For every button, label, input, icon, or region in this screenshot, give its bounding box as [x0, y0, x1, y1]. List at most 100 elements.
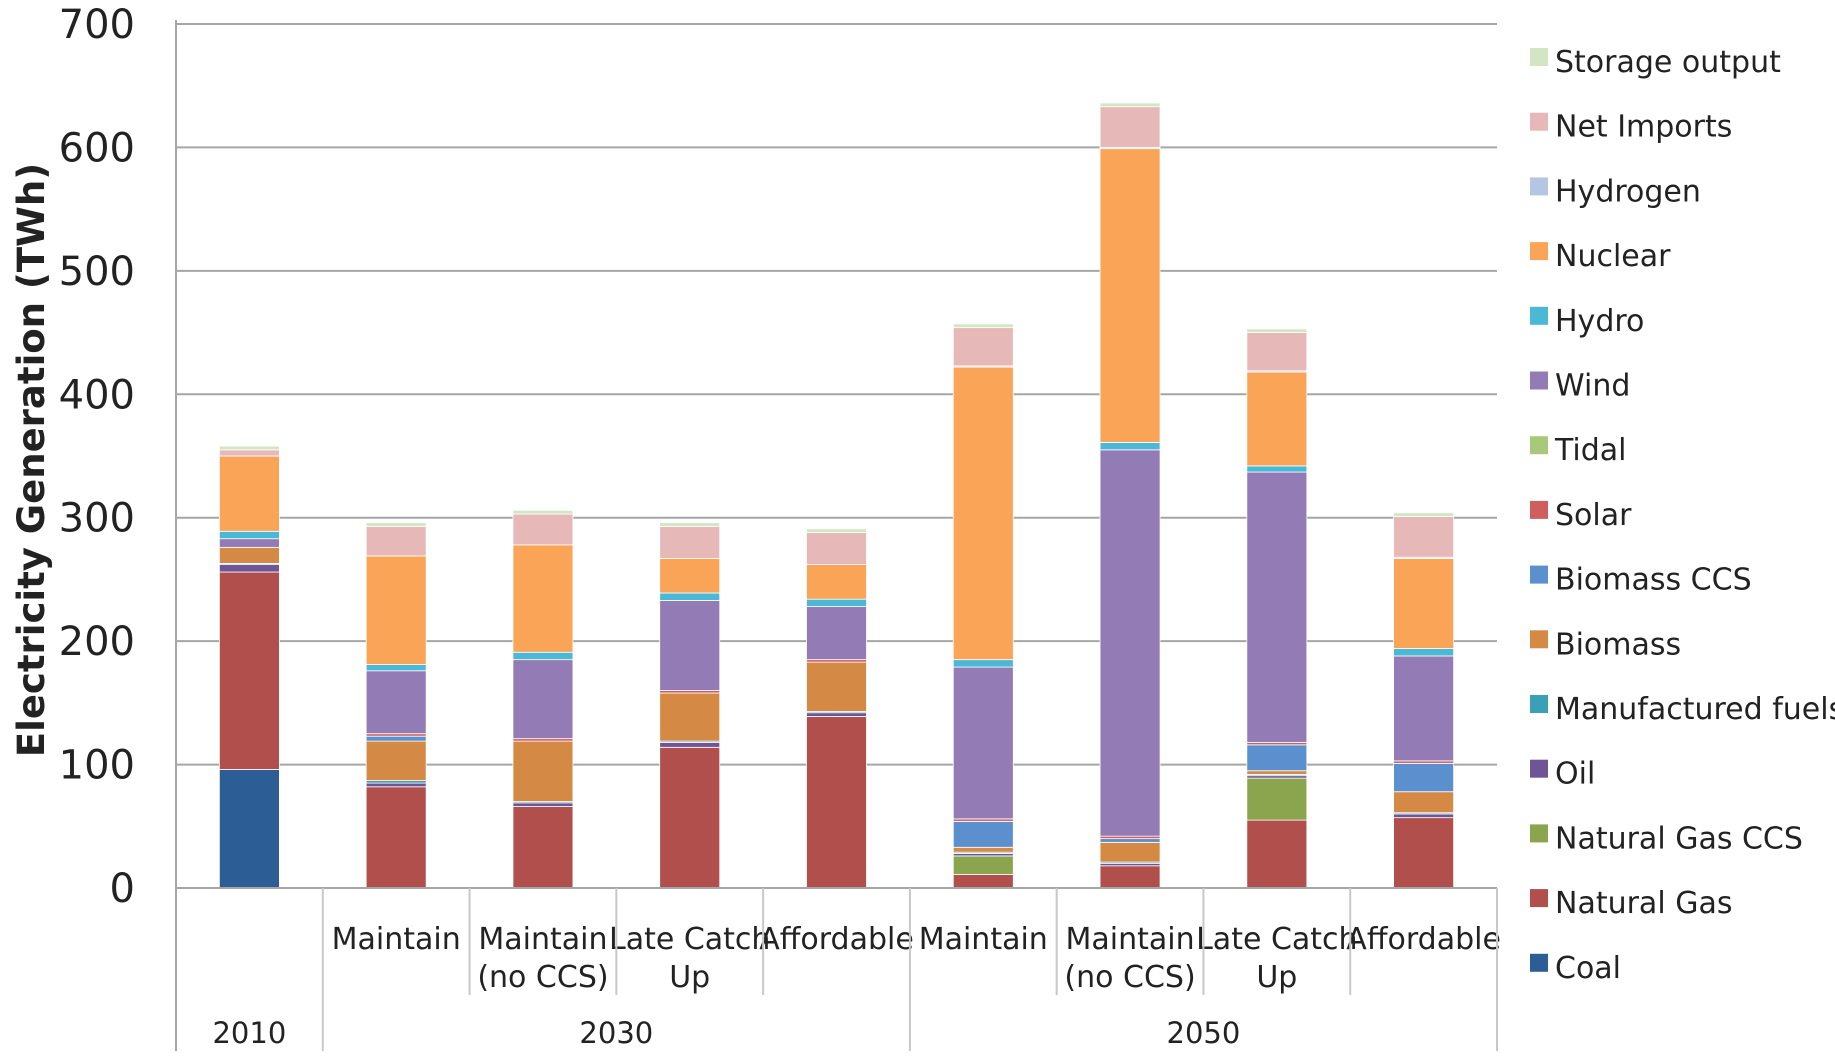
legend-swatch — [1530, 630, 1548, 649]
bar-segment — [1393, 762, 1455, 793]
bars — [218, 102, 1455, 889]
legend-label: Coal — [1555, 951, 1621, 986]
x-group-label: 2010 — [212, 1016, 286, 1050]
bar-segment — [1393, 817, 1455, 889]
bar-segment — [512, 544, 574, 653]
x-category-label: Maintain — [919, 922, 1048, 957]
bar-segment — [1393, 648, 1455, 657]
bar-segment — [1246, 332, 1308, 372]
bar-segment — [1393, 516, 1455, 558]
bar-segment — [1099, 841, 1161, 863]
bar-segment — [952, 659, 1014, 668]
bar-segment — [806, 716, 867, 889]
bar-segment — [659, 525, 721, 559]
bar-segment — [512, 740, 574, 802]
bar-segment — [365, 735, 427, 742]
bar-segment — [659, 600, 721, 691]
legend-label: Hydro — [1555, 304, 1644, 339]
y-axis-title: Electricity Generation (TWh) — [10, 163, 53, 757]
bar-segment — [806, 564, 867, 600]
legend-label: Storage output — [1555, 45, 1781, 80]
bar-segment — [512, 806, 574, 889]
bar-segment — [1099, 106, 1161, 148]
legend-label: Tidal — [1554, 433, 1627, 468]
bar-segment — [512, 651, 574, 661]
bar-segment — [1246, 471, 1308, 743]
legend-swatch — [1530, 759, 1548, 778]
x-category-label: Maintain (no CCS) — [1064, 922, 1195, 995]
bar-segment — [659, 741, 721, 748]
bar-segment — [1246, 770, 1308, 775]
bar-segment — [512, 513, 574, 546]
bar-segment — [1099, 102, 1161, 108]
bar-segment — [512, 659, 574, 740]
legend-label: Nuclear — [1555, 239, 1671, 274]
x-category-label: Maintain — [332, 922, 461, 957]
legend-label: Natural Gas — [1555, 886, 1732, 921]
bar-segment — [218, 571, 280, 770]
x-group-label: 2050 — [1167, 1016, 1241, 1050]
bar-segment — [659, 558, 721, 594]
legend-swatch — [1530, 500, 1548, 519]
legend-label: Natural Gas CCS — [1555, 821, 1803, 856]
bar-segment — [952, 366, 1014, 661]
bar-segment — [1099, 449, 1161, 837]
legend-label: Solar — [1555, 498, 1632, 533]
bar-segment — [952, 327, 1014, 367]
bar-segment — [1099, 442, 1161, 451]
bar-segment — [952, 874, 1014, 889]
bar-segment — [1246, 777, 1308, 821]
y-tick-label: 500 — [59, 249, 135, 295]
bar-segment — [365, 555, 427, 665]
y-tick-label: 600 — [59, 125, 135, 171]
bar-segment — [659, 592, 721, 601]
bar-segment — [806, 598, 867, 607]
x-category-label: Late Catch Up — [1196, 922, 1357, 995]
legend-swatch — [1530, 177, 1548, 196]
legend-label: Net Imports — [1555, 110, 1732, 145]
x-category-label: Affordable — [759, 922, 914, 957]
bar-segment — [1393, 813, 1455, 819]
legend-label: Oil — [1555, 757, 1595, 792]
legend-swatch — [1530, 48, 1548, 66]
bar-segment — [806, 712, 867, 717]
bar-segment — [1393, 655, 1455, 762]
bar-segment — [218, 445, 280, 451]
y-tick-label: 700 — [59, 2, 135, 48]
bar-segment — [218, 530, 280, 540]
legend-swatch — [1530, 953, 1548, 972]
bar-segment — [659, 692, 721, 742]
bar-segment — [365, 782, 427, 788]
bar-segment — [1246, 465, 1308, 473]
bar-segment — [365, 522, 427, 527]
bar-segment — [218, 564, 280, 573]
legend-swatch — [1530, 824, 1548, 843]
bar-segment — [1099, 838, 1161, 843]
y-tick-label: 300 — [59, 496, 135, 542]
legend: Storage output Net Imports Hydrogen Nuclear… — [1530, 45, 1835, 986]
bar-segment — [1246, 744, 1308, 772]
bar-segment — [218, 546, 280, 564]
bar-segment — [365, 670, 427, 735]
bar-segment — [952, 855, 1014, 875]
bar-segment — [218, 538, 280, 548]
y-tick-label: 400 — [59, 372, 135, 418]
bar-segment — [1246, 819, 1308, 889]
legend-swatch — [1530, 306, 1548, 325]
bar-segment — [1099, 148, 1161, 443]
bar-segment — [952, 666, 1014, 820]
y-tick-label: 100 — [59, 743, 135, 789]
legend-label: Wind — [1555, 369, 1630, 404]
legend-label: Manufactured fuels — [1555, 692, 1835, 727]
bar-segment — [1393, 558, 1455, 649]
bar-segment — [218, 455, 280, 532]
y-tick-label: 0 — [110, 866, 135, 912]
legend-swatch — [1530, 565, 1548, 584]
bar-segment — [1246, 328, 1308, 333]
bar-segment — [1393, 791, 1455, 814]
x-category-label: Maintain (no CCS) — [477, 922, 608, 995]
bar-segment — [365, 740, 427, 782]
bar-segment — [512, 802, 574, 807]
legend-swatch — [1530, 371, 1548, 390]
